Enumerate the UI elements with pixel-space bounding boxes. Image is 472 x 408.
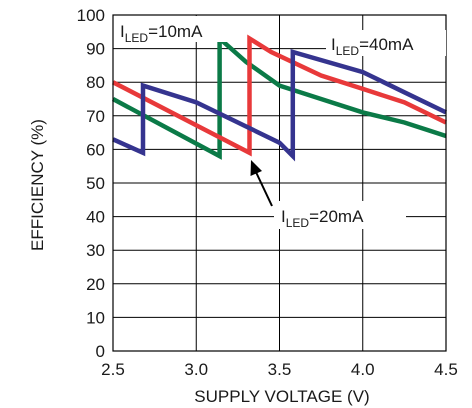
annot-10ma: ILED=10mA <box>120 22 203 45</box>
plot-border <box>112 14 447 352</box>
annot-20ma-arrowhead <box>250 160 262 176</box>
grid <box>112 14 447 352</box>
y-tick-label: 80 <box>86 73 105 92</box>
series-line-iled-20ma <box>111 34 447 157</box>
y-tick-label: 60 <box>86 140 105 159</box>
y-tick-label: 50 <box>86 174 105 193</box>
annot-10ma-bg <box>116 16 244 42</box>
annot-20ma-arrow-line <box>254 169 273 207</box>
y-tick-label: 90 <box>86 40 105 59</box>
x-tick-label: 2.5 <box>101 360 125 379</box>
y-tick-label: 20 <box>86 275 105 294</box>
x-axis-label: SUPPLY VOLTAGE (V) <box>194 387 369 406</box>
y-tick-label: 100 <box>77 6 105 25</box>
y-tick-label: 70 <box>86 107 105 126</box>
y-tick-label: 0 <box>96 342 105 361</box>
x-tick-label: 4.0 <box>351 360 375 379</box>
x-tick-label: 4.5 <box>434 360 458 379</box>
series-lines <box>111 33 447 162</box>
plot-frame <box>112 14 447 352</box>
y-tick-label: 40 <box>86 208 105 227</box>
annot-20ma: ILED=20mA <box>281 207 364 230</box>
y-tick-label: 10 <box>86 308 105 327</box>
x-tick-label: 3.0 <box>184 360 208 379</box>
tick-labels: 0 10 20 30 40 50 60 70 80 90 100 2.5 3.0 3.5 4.0 4.5 <box>77 6 458 379</box>
series-line-iled-10ma <box>111 33 447 160</box>
series-line-iled-40ma <box>112 49 447 162</box>
y-axis-label: EFFICIENCY (%) <box>28 119 47 251</box>
annot-40ma-bg <box>326 30 446 56</box>
y-tick-label: 30 <box>86 241 105 260</box>
x-tick-label: 3.5 <box>268 360 292 379</box>
annot-40ma: ILED=40mA <box>331 35 414 58</box>
annot-20ma-bg <box>274 201 406 229</box>
